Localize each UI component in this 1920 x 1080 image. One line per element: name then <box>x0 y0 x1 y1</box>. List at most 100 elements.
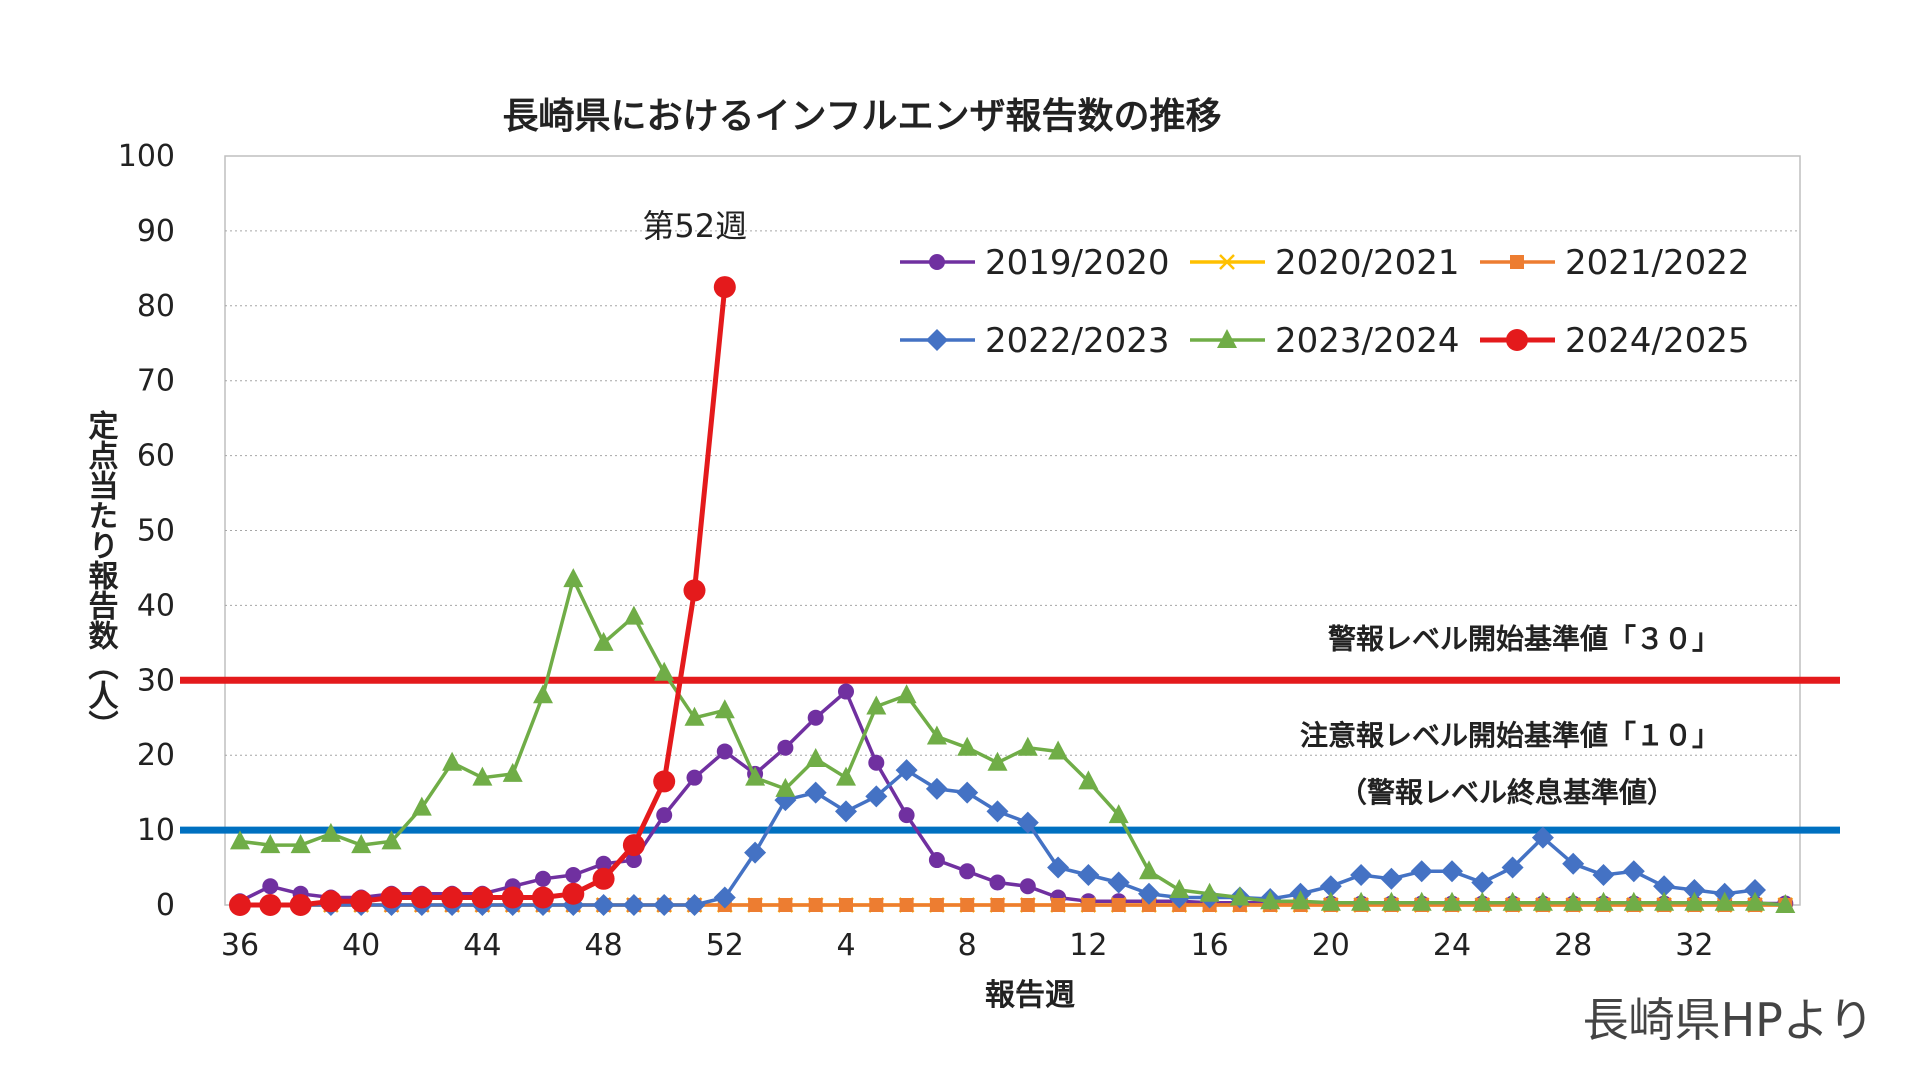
data-point <box>898 807 915 824</box>
data-point <box>1219 254 1235 270</box>
data-point <box>1351 891 1372 911</box>
data-point <box>229 894 251 916</box>
data-point <box>1290 890 1311 910</box>
legend-label: 2019/2020 <box>985 243 1170 283</box>
data-point <box>1410 860 1433 883</box>
data-point <box>836 766 856 786</box>
data-point <box>625 852 642 869</box>
data-point <box>745 766 766 786</box>
data-point <box>1108 804 1129 824</box>
y-tick-label: 70 <box>137 364 175 399</box>
legend-label: 2021/2022 <box>1565 243 1750 283</box>
y-tick-labels: 0 10 20 30 40 50 60 70 80 90 100 <box>118 139 175 923</box>
data-point <box>1107 871 1130 894</box>
data-point <box>1017 736 1038 756</box>
data-point <box>929 898 944 912</box>
data-point <box>714 699 735 719</box>
data-point <box>1320 891 1341 911</box>
data-point <box>775 777 796 797</box>
data-point <box>535 870 551 887</box>
series-2024-2025 <box>229 276 736 916</box>
data-point <box>592 894 615 916</box>
data-point <box>1142 898 1156 912</box>
data-point <box>410 886 433 909</box>
series-line <box>240 286 728 908</box>
data-point <box>839 898 853 912</box>
data-point <box>1020 898 1035 912</box>
data-point <box>1532 891 1553 911</box>
data-point <box>623 605 644 625</box>
data-point <box>260 834 281 854</box>
data-point <box>987 751 1008 771</box>
data-point <box>1745 891 1765 911</box>
data-point <box>866 695 887 715</box>
data-point <box>290 834 311 854</box>
data-point <box>748 898 763 912</box>
data-point <box>351 834 372 854</box>
data-point <box>1048 740 1069 760</box>
data-point <box>1081 898 1096 912</box>
data-point <box>1472 891 1493 911</box>
data-point <box>622 834 645 857</box>
x-tick-label: 32 <box>1675 928 1713 963</box>
data-point <box>1319 875 1342 898</box>
data-point <box>925 777 948 800</box>
data-point <box>593 631 614 651</box>
data-point <box>777 739 794 756</box>
data-point <box>230 830 250 850</box>
data-point <box>1683 879 1706 902</box>
data-point <box>895 759 918 782</box>
data-point <box>1138 882 1160 905</box>
data-point <box>471 886 494 909</box>
data-point <box>1380 867 1403 890</box>
chart-title: 長崎県におけるインフルエンザ報告数の推移 <box>503 96 1222 137</box>
data-point <box>1775 894 1796 913</box>
data-point <box>502 762 523 782</box>
data-point <box>989 874 1006 891</box>
data-point <box>1471 871 1494 894</box>
data-point <box>259 894 282 916</box>
data-point <box>926 725 947 745</box>
data-point <box>960 898 975 912</box>
data-point <box>713 886 736 909</box>
data-point <box>532 886 554 909</box>
data-point <box>957 736 978 756</box>
data-point <box>713 276 736 299</box>
data-point <box>959 863 976 880</box>
series-2023-2024 <box>230 568 1796 913</box>
data-point <box>1506 329 1528 351</box>
data-point <box>411 796 432 816</box>
x-tick-label: 12 <box>1069 928 1107 963</box>
data-point <box>1623 891 1644 911</box>
data-point <box>929 254 945 270</box>
data-point <box>595 855 612 872</box>
data-point <box>869 898 884 912</box>
data-point <box>1502 891 1523 911</box>
week52-annotation: 第52週 <box>642 207 747 245</box>
reference-label: 注意報レベル開始基準値「１０」 <box>1300 719 1720 752</box>
data-point <box>1169 879 1190 899</box>
data-point <box>1350 864 1373 887</box>
legend-label: 2023/2024 <box>1275 321 1460 361</box>
data-point <box>899 898 914 912</box>
data-point <box>653 770 676 793</box>
data-point <box>501 886 524 909</box>
legend-label: 2022/2023 <box>985 321 1170 361</box>
y-tick-label: 20 <box>137 738 175 773</box>
legend-label: 2024/2025 <box>1565 321 1750 361</box>
x-tick-label: 48 <box>585 928 623 963</box>
data-point <box>1562 852 1585 875</box>
legend-item: 2019/2020 <box>900 243 1170 283</box>
data-point <box>320 822 341 842</box>
data-point <box>1199 882 1220 902</box>
data-point <box>563 568 584 588</box>
data-point <box>565 867 582 884</box>
legend-item: 2023/2024 <box>1190 321 1460 361</box>
data-point <box>1441 860 1463 883</box>
y-tick-label: 0 <box>156 888 175 923</box>
series-line <box>239 577 1786 907</box>
data-point <box>807 709 824 726</box>
data-point <box>1622 860 1645 883</box>
data-point <box>1229 886 1250 906</box>
